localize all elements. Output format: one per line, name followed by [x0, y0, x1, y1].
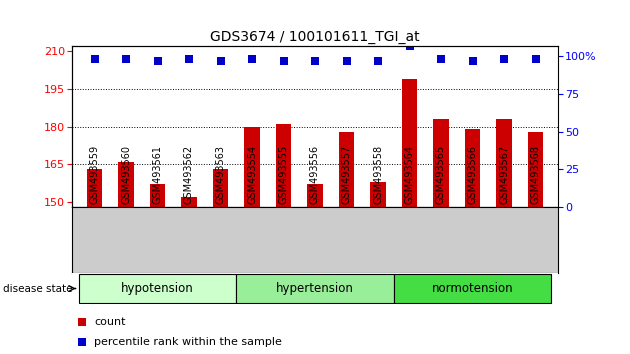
- Text: hypertension: hypertension: [276, 282, 354, 295]
- Point: [215, 58, 226, 63]
- Bar: [370, 182, 386, 207]
- Text: hypotension: hypotension: [121, 282, 194, 295]
- Point: [373, 58, 383, 63]
- Point: [77, 319, 87, 325]
- Point: [467, 58, 478, 63]
- Bar: [150, 184, 165, 207]
- Point: [530, 56, 541, 62]
- Bar: [465, 129, 480, 207]
- Bar: [433, 119, 449, 207]
- Bar: [496, 119, 512, 207]
- Bar: [307, 184, 323, 207]
- Point: [247, 56, 257, 62]
- Bar: [213, 169, 228, 207]
- Bar: [181, 197, 197, 207]
- Text: percentile rank within the sample: percentile rank within the sample: [94, 337, 282, 347]
- Bar: [402, 79, 417, 207]
- Bar: [118, 162, 134, 207]
- Bar: [339, 132, 354, 207]
- Text: count: count: [94, 316, 126, 327]
- Point: [404, 43, 415, 49]
- Bar: [394, 274, 551, 303]
- Point: [278, 58, 289, 63]
- Text: normotension: normotension: [432, 282, 513, 295]
- Point: [121, 56, 131, 62]
- Point: [152, 58, 163, 63]
- Point: [436, 56, 446, 62]
- Point: [184, 56, 194, 62]
- Point: [77, 339, 87, 344]
- Point: [310, 58, 320, 63]
- Point: [341, 58, 352, 63]
- Point: [89, 56, 100, 62]
- Title: GDS3674 / 100101611_TGI_at: GDS3674 / 100101611_TGI_at: [210, 30, 420, 44]
- Bar: [276, 124, 291, 207]
- Bar: [79, 274, 236, 303]
- Bar: [87, 169, 102, 207]
- Bar: [244, 127, 260, 207]
- Point: [499, 56, 509, 62]
- Bar: [236, 274, 394, 303]
- Bar: [528, 132, 543, 207]
- Text: disease state: disease state: [3, 284, 72, 293]
